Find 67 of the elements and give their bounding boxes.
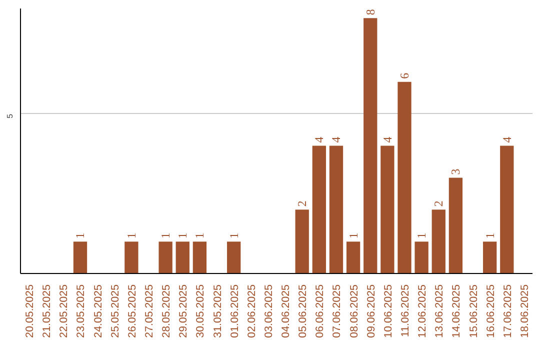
x-tick-label: 24.05.2025 (92, 284, 104, 338)
data-label: 4 (500, 136, 514, 143)
x-tick-label: 11.06.2025 (400, 284, 412, 338)
data-label: 2 (432, 200, 446, 207)
x-tick-label: 15.06.2025 (468, 284, 480, 338)
x-tick-label: 09.06.2025 (365, 284, 378, 338)
x-tick-label: 10.06.2025 (382, 284, 394, 338)
bar (364, 18, 378, 274)
x-tick-label: 22.05.2025 (58, 284, 70, 338)
x-tick-label: 25.05.2025 (109, 284, 122, 338)
data-label: 1 (73, 232, 88, 239)
x-tick-label: 28.05.2025 (160, 284, 173, 338)
bar (176, 242, 190, 274)
bar (73, 242, 88, 274)
x-tick-label: 31.05.2025 (212, 284, 224, 338)
x-tick-label: 27.05.2025 (144, 284, 156, 338)
x-tick-label: 05.06.2025 (297, 284, 310, 338)
data-label: 1 (158, 232, 173, 239)
bar (398, 82, 412, 274)
data-label: 1 (414, 232, 429, 239)
x-tick-label: 20.05.2025 (24, 284, 36, 338)
x-tick-label: 01.06.2025 (228, 284, 241, 338)
y-tick-label: 5 (6, 113, 14, 118)
data-label: 2 (295, 200, 310, 207)
bar (483, 242, 497, 274)
bar (312, 146, 326, 274)
data-label: 1 (346, 232, 360, 239)
bar (380, 146, 394, 274)
bar (124, 242, 138, 274)
x-tick-label: 29.05.2025 (178, 284, 190, 338)
data-label: 6 (398, 72, 412, 79)
data-label: 4 (380, 136, 394, 143)
x-tick-label: 26.05.2025 (126, 284, 138, 338)
x-tick-label: 14.06.2025 (450, 284, 463, 338)
bar (448, 178, 463, 274)
x-tick-label: 16.06.2025 (484, 284, 497, 338)
x-tick-label: 21.05.2025 (41, 284, 54, 338)
x-tick-label: 17.06.2025 (502, 284, 514, 338)
bar (227, 242, 241, 274)
x-tick-label: 18.06.2025 (518, 284, 531, 338)
x-tick-label: 23.05.2025 (75, 284, 88, 338)
bar (414, 242, 428, 274)
data-label: 4 (312, 136, 326, 143)
x-tick-label: 06.06.2025 (314, 284, 326, 338)
x-tick-label: 04.06.2025 (280, 284, 292, 338)
bar (158, 242, 172, 274)
bar (329, 146, 344, 274)
data-label: 1 (176, 232, 190, 239)
bar (346, 242, 360, 274)
data-label: 1 (192, 232, 207, 239)
x-tick-label: 07.06.2025 (331, 284, 344, 338)
bar (432, 210, 446, 274)
data-label: 4 (329, 136, 344, 143)
data-label: 8 (363, 9, 378, 16)
data-label: 1 (482, 232, 497, 239)
data-label: 3 (448, 168, 463, 175)
x-tick-label: 03.06.2025 (262, 284, 275, 338)
bar (192, 242, 207, 274)
data-label: 1 (124, 232, 138, 239)
x-tick-label: 30.05.2025 (194, 284, 207, 338)
x-tick-label: 12.06.2025 (416, 284, 429, 338)
x-tick-label: 13.06.2025 (434, 284, 446, 338)
bar (295, 210, 309, 274)
data-label: 1 (226, 232, 241, 239)
x-tick-label: 02.06.2025 (246, 284, 258, 338)
bar (500, 146, 514, 274)
x-tick-label: 08.06.2025 (348, 284, 360, 338)
